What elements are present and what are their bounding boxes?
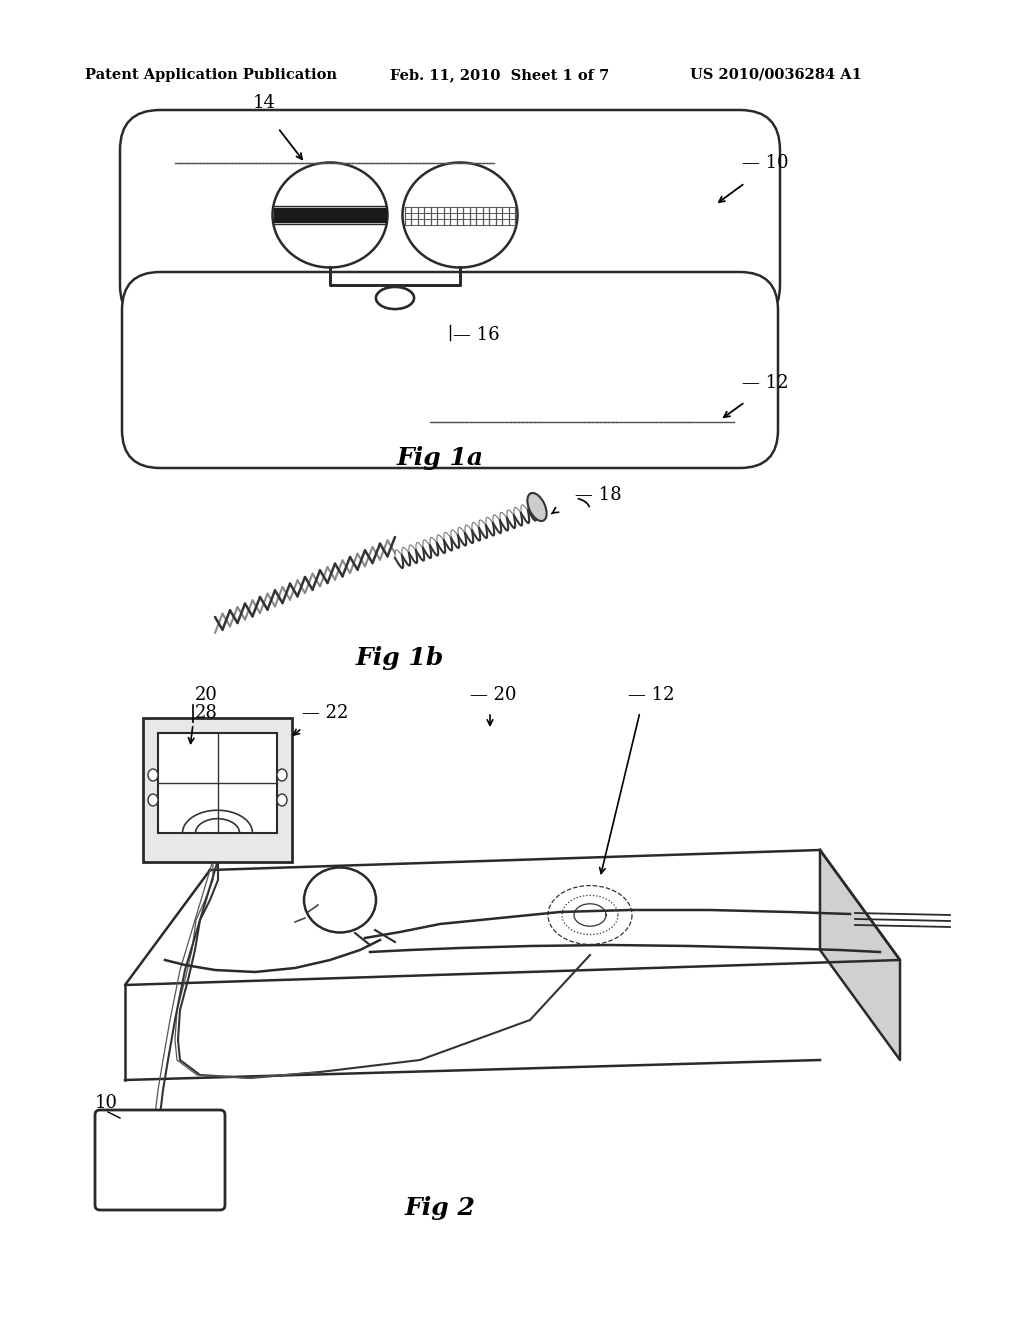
- Ellipse shape: [148, 795, 158, 807]
- Text: — 22: — 22: [302, 704, 348, 722]
- Text: 28: 28: [195, 704, 218, 722]
- Text: Fig 2: Fig 2: [404, 1196, 475, 1220]
- Bar: [158, 733, 278, 833]
- Ellipse shape: [304, 867, 376, 932]
- Polygon shape: [820, 850, 900, 1060]
- Text: Feb. 11, 2010  Sheet 1 of 7: Feb. 11, 2010 Sheet 1 of 7: [390, 69, 609, 82]
- Text: Patent Application Publication: Patent Application Publication: [85, 69, 337, 82]
- Bar: [274, 209, 386, 222]
- Text: US 2010/0036284 A1: US 2010/0036284 A1: [690, 69, 862, 82]
- Ellipse shape: [376, 286, 414, 309]
- Ellipse shape: [527, 492, 547, 521]
- Text: — 12: — 12: [742, 374, 788, 392]
- Text: — 12: — 12: [628, 686, 675, 704]
- Text: 20: 20: [195, 686, 218, 704]
- Text: 10: 10: [95, 1094, 118, 1111]
- Ellipse shape: [278, 795, 287, 807]
- FancyBboxPatch shape: [143, 718, 292, 862]
- Text: — 18: — 18: [575, 486, 622, 504]
- Text: Fig 1a: Fig 1a: [396, 446, 483, 470]
- Ellipse shape: [376, 286, 414, 309]
- Text: — 20: — 20: [470, 686, 516, 704]
- Polygon shape: [125, 850, 900, 985]
- Ellipse shape: [278, 770, 287, 781]
- Ellipse shape: [148, 770, 158, 781]
- Ellipse shape: [272, 162, 387, 268]
- Text: Fig 1b: Fig 1b: [355, 645, 444, 671]
- Text: — 16: — 16: [453, 326, 500, 345]
- FancyBboxPatch shape: [95, 1110, 225, 1210]
- Ellipse shape: [402, 162, 517, 268]
- Text: 14: 14: [253, 94, 275, 112]
- Text: — 10: — 10: [742, 154, 788, 172]
- FancyBboxPatch shape: [122, 272, 778, 469]
- FancyBboxPatch shape: [120, 110, 780, 325]
- Bar: [200, 275, 700, 319]
